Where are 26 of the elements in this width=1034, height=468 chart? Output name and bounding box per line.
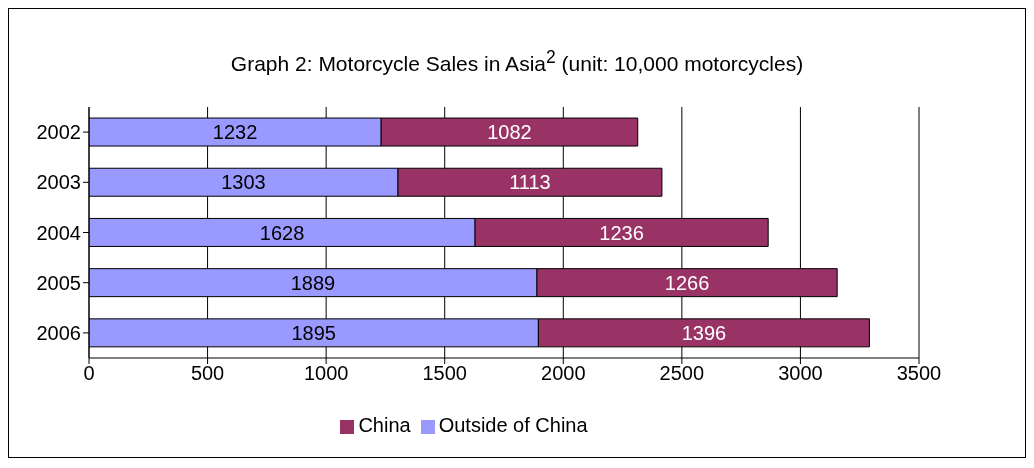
data-label: 1113 <box>509 171 551 194</box>
x-tick-label: 3500 <box>896 362 942 385</box>
x-tick-label: 2500 <box>659 362 705 385</box>
data-label: 1232 <box>212 121 258 144</box>
data-label: 1396 <box>681 321 727 344</box>
x-tick-label: 3000 <box>778 362 823 385</box>
y-tick-label: 2003 <box>36 171 81 194</box>
data-label: 1236 <box>599 221 644 244</box>
legend-label: China <box>358 414 411 436</box>
data-label: 1303 <box>221 171 266 194</box>
y-tick-label: 2004 <box>36 221 81 244</box>
data-label: 1266 <box>664 271 710 294</box>
data-label: 1082 <box>487 121 532 144</box>
x-tick-label: 1000 <box>303 362 349 385</box>
y-tick-label: 2002 <box>36 121 81 144</box>
y-tick-label: 2006 <box>36 322 81 344</box>
x-tick-label: 500 <box>190 362 225 385</box>
legend-label: Outside of China <box>438 414 588 436</box>
data-label: 1895 <box>291 321 336 344</box>
data-label: 1628 <box>259 221 305 244</box>
x-tick-label: 2000 <box>541 362 586 385</box>
x-tick-label: 1500 <box>422 362 467 385</box>
y-tick-label: 2005 <box>36 271 81 294</box>
x-tick-label: 0 <box>83 362 95 385</box>
chart-title: Graph 2: Motorcycle Sales in Asia$^{2}$ (unit: 10,000 motorcycles) <box>229 47 805 77</box>
data-label: 1889 <box>290 271 336 294</box>
